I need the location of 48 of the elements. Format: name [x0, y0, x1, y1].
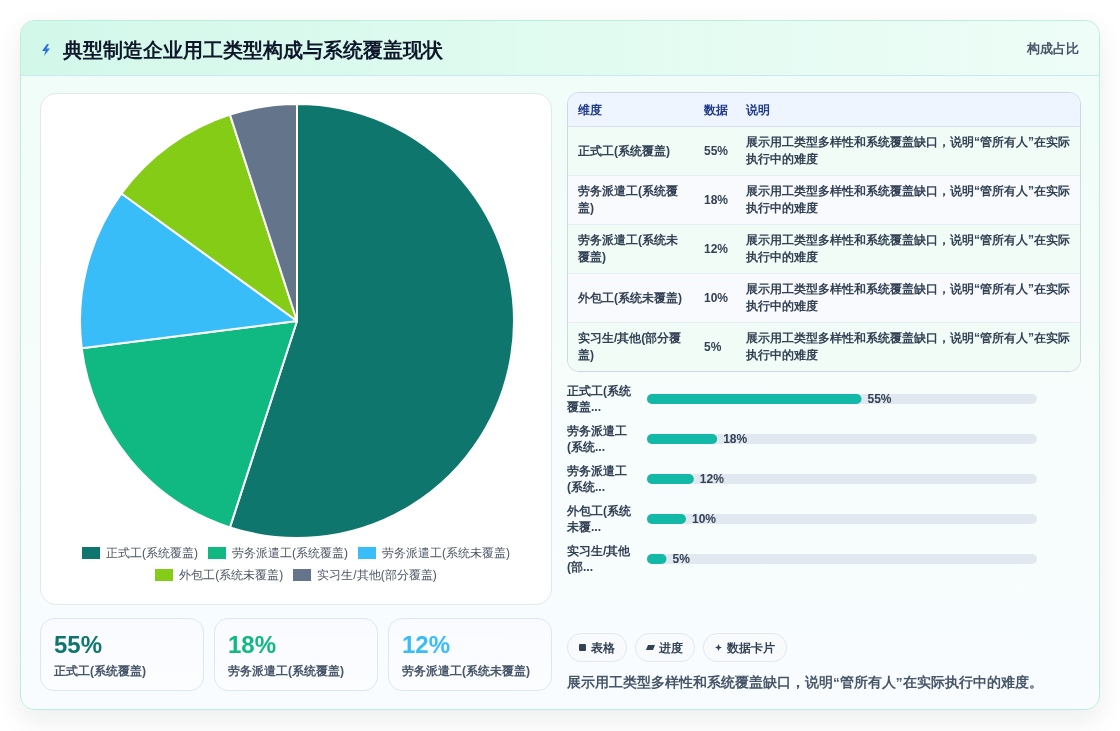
text: 展示用工类型多样性和系统覆盖缺口，说明“管所有人”在实际执行中的难度。 — [567, 674, 1043, 692]
data-label: 12% — [699, 471, 724, 487]
category-label: 正式工(系统覆盖) — [578, 142, 670, 160]
text: 说明 — [746, 102, 770, 118]
text: 数据 — [704, 102, 728, 118]
chart-title: 典型制造企业用工类型构成与系统覆盖现状 — [63, 38, 443, 63]
text: 数据卡片 — [727, 640, 775, 656]
text: 展示用工类型多样性和系统覆盖缺口，说明“管所有人”在实际执行中的难度 — [746, 281, 1071, 315]
legend-label: 实习生/其他(部分覆盖) — [317, 567, 437, 583]
text: 构成占比 — [1027, 40, 1079, 58]
bar — [647, 514, 686, 524]
text: 表格 — [591, 640, 615, 656]
category-label: 实习生/其他(部分覆盖) — [578, 330, 683, 364]
data-label: 5% — [672, 551, 690, 567]
text: 展示用工类型多样性和系统覆盖缺口，说明“管所有人”在实际执行中的难度 — [746, 183, 1071, 217]
legend-label: 劳务派遣工(系统覆盖) — [232, 545, 348, 561]
text: 55% — [704, 144, 729, 158]
text: 10% — [704, 291, 729, 305]
category-label: 外包工(系统未覆盖) — [578, 289, 682, 307]
y-tick-label: 正式工(系统覆盖... — [567, 383, 632, 415]
category-label: 劳务派遣工(系统覆盖) — [578, 183, 679, 217]
text: 12% — [704, 242, 729, 256]
text: 进度 — [659, 640, 683, 656]
text: 55% — [54, 631, 103, 658]
text: 展示用工类型多样性和系统覆盖缺口，说明“管所有人”在实际执行中的难度 — [746, 232, 1071, 266]
y-tick-label: 外包工(系统未覆... — [567, 503, 632, 535]
text: 展示用工类型多样性和系统覆盖缺口，说明“管所有人”在实际执行中的难度 — [746, 330, 1071, 364]
data-label: 18% — [723, 431, 748, 447]
y-tick-label: 实习生/其他(部... — [567, 543, 632, 575]
text: 12% — [402, 631, 451, 658]
data-label: 55% — [867, 391, 892, 407]
category-label: 正式工(系统覆盖) — [54, 663, 146, 680]
text: 18% — [228, 631, 277, 658]
y-tick-label: 劳务派遣工(系统... — [567, 423, 628, 455]
text: 展示用工类型多样性和系统覆盖缺口，说明“管所有人”在实际执行中的难度 — [746, 134, 1071, 168]
category-label: 劳务派遣工(系统覆盖) — [228, 663, 344, 680]
text: 维度 — [578, 102, 602, 118]
bar — [647, 434, 718, 444]
category-label: 劳务派遣工(系统未覆盖) — [402, 663, 530, 680]
text: 5% — [704, 340, 722, 354]
category-label: 劳务派遣工(系统未覆盖) — [578, 232, 679, 266]
y-tick-label: 劳务派遣工(系统... — [567, 463, 628, 495]
data-label: 10% — [692, 511, 717, 527]
legend-label: 正式工(系统覆盖) — [106, 545, 198, 561]
bar — [647, 474, 694, 484]
legend-label: 劳务派遣工(系统未覆盖) — [382, 545, 510, 561]
legend-label: 外包工(系统未覆盖) — [179, 567, 284, 583]
text: 18% — [704, 193, 729, 207]
